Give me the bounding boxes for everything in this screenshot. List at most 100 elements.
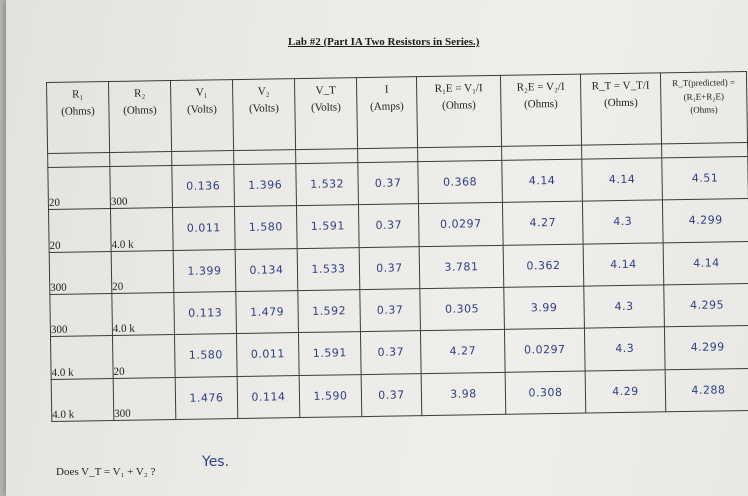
cell-rt: 4.29 [585,369,666,414]
cell-r2e: 0.0297 [504,328,586,372]
cell-rt-predicted: 4.51 [661,156,748,200]
header-label: V_T [315,84,336,97]
header-label: I [384,83,389,96]
cell-rt-predicted: 4.288 [665,368,748,412]
header-label: R₂ [134,87,146,100]
cell-r1e: 3.781 [419,244,504,289]
header-rt-predicted: R_T(predicted) = (R₁E+R₂E) (Ohms) [660,71,748,144]
header-label: R_T = V_T/I [591,79,650,93]
header-vt: V_T (Volts) [294,77,358,150]
header-sublabel: (R₁E+R₂E) [683,90,725,102]
header-unit: (Volts) [186,102,217,116]
header-unit: (Amps) [370,99,404,113]
cell-vt: 1.591 [296,204,360,249]
empty-cell [233,149,296,165]
header-r2: R₂ (Ohms) [108,80,172,153]
header-label: R₁ [72,88,84,101]
empty-cell [171,150,234,166]
cell-v2: 1.580 [234,205,298,250]
header-unit: (Ohms) [123,103,157,117]
header-unit: (Volts) [310,100,341,114]
cell-vt: 1.532 [295,162,359,206]
header-v1: V₁ (Volts) [170,79,234,152]
cell-i: 0.37 [360,330,422,375]
cell-r2: 300 [113,377,176,421]
empty-cell [417,145,502,162]
header-unit: (Ohms) [523,97,558,110]
cell-rt: 4.14 [583,242,664,286]
question-text: Does V_T = V₁ + V₂ ? [56,466,156,478]
header-unit: (Volts) [248,101,279,115]
cell-r1e: 0.368 [417,160,503,204]
header-unit: (Ohms) [61,104,95,118]
cell-r2: 20 [111,250,174,294]
cell-rt: 4.3 [584,327,666,371]
header-r1: R₁ (Ohms) [46,81,110,154]
cell-v2: 0.134 [235,248,298,292]
empty-cell [109,151,172,167]
header-label: V₂ [257,85,270,98]
cell-vt: 1.591 [298,331,362,376]
cell-vt: 1.592 [297,289,361,333]
cell-rt-predicted: 4.299 [664,325,748,370]
cell-rt-predicted: 4.14 [663,240,748,285]
header-rt: R_T = V_T/I (Ohms) [580,72,662,145]
header-unit: (Ohms) [603,96,638,109]
header-r2e: R₂E = V₂/I (Ohms) [500,74,582,146]
cell-i: 0.37 [357,161,419,205]
cell-r1: 4.0 k [50,335,114,380]
header-label: R₂E = V₂/I [516,80,565,94]
cell-v1: 0.113 [173,291,237,335]
cell-r1: 4.0 k [51,378,114,422]
cell-r2: 4.0 k [110,207,174,251]
header-row: R₁ (Ohms) R₂ (Ohms) V₁ (Volts) V₂ (Volts) V_… [46,71,748,154]
cell-r2e: 0.308 [505,370,586,415]
cell-r1e: 3.98 [421,371,506,416]
cell-r1e: 0.0297 [418,202,504,247]
worksheet-title: Lab #2 (Part IA Two Resistors in Series.… [288,36,480,48]
cell-v1: 0.011 [172,206,236,251]
cell-rt-predicted: 4.299 [662,198,748,243]
cell-r2: 20 [112,334,176,379]
cell-rt-predicted: 4.295 [663,283,748,328]
data-table: R₁ (Ohms) R₂ (Ohms) V₁ (Volts) V₂ (Volts) V_… [46,71,748,422]
header-i: I (Amps) [356,76,418,149]
header-unit: (Ohms) [690,104,718,115]
cell-r1: 20 [48,208,112,252]
cell-r2e: 3.99 [503,285,585,330]
header-label: V₁ [195,86,208,99]
cell-r1e: 4.27 [420,329,506,374]
empty-cell [661,142,748,158]
cell-rt: 4.14 [581,157,663,202]
cell-v2: 0.114 [237,375,300,419]
header-label: R_T(predicted) = [672,77,736,89]
cell-rt: 4.3 [582,199,664,244]
cell-vt: 1.590 [299,374,362,418]
cell-vt: 1.533 [297,247,360,291]
cell-v1: 1.399 [173,249,236,293]
cell-i: 0.37 [358,203,420,248]
cell-i: 0.37 [359,246,420,290]
lab-worksheet: Lab #2 (Part IA Two Resistors in Series.… [6,0,748,496]
header-r1e: R₁E = V₁/I (Ohms) [416,75,502,148]
empty-cell [501,144,582,161]
header-label: R₁E = V₁/I [434,82,483,95]
cell-r2: 4.0 k [111,292,175,336]
cell-r2e: 4.27 [502,201,584,245]
header-unit: (Ohms) [442,98,476,112]
header-v2: V₂ (Volts) [232,78,296,151]
empty-cell [295,148,358,164]
cell-r1: 300 [49,250,112,295]
cell-r2e: 0.362 [503,243,584,288]
empty-cell [357,147,418,163]
cell-r1: 300 [49,293,113,337]
cell-v1: 1.580 [174,333,238,378]
cell-v1: 0.136 [171,164,235,208]
empty-cell [581,143,662,159]
cell-v2: 1.479 [235,290,299,334]
cell-rt: 4.3 [583,284,665,329]
cell-v2: 0.011 [236,332,300,377]
empty-cell [47,152,110,168]
cell-v1: 1.476 [175,376,238,420]
cell-i: 0.37 [359,288,421,332]
